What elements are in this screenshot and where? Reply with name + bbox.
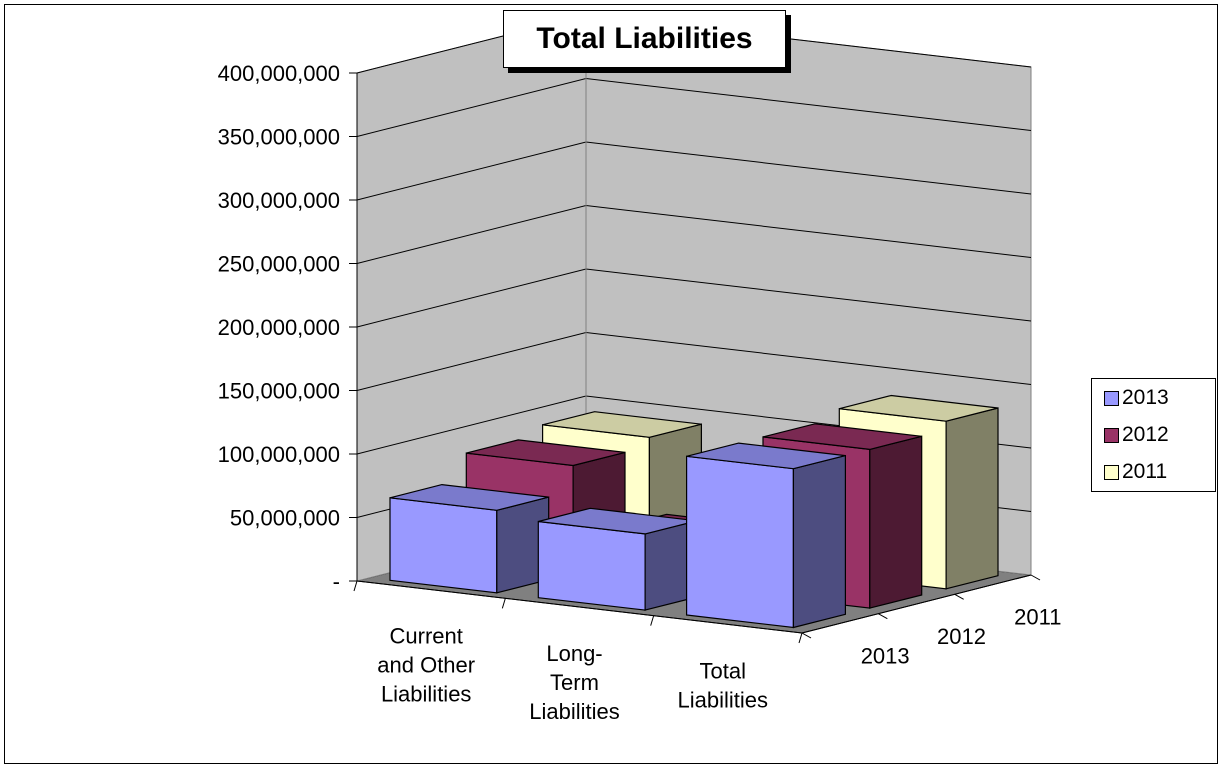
bar-side <box>945 407 999 590</box>
depth-label: 2011 <box>1014 605 1061 630</box>
bar-top <box>839 394 999 422</box>
depth-label: 2012 <box>937 624 986 649</box>
value-tick-label: 200,000,000 <box>218 315 340 340</box>
category-label-line: Liabilities <box>381 682 472 707</box>
category-label-line: Liabilities <box>678 687 769 712</box>
legend-label-2012: 2012 <box>1122 423 1169 446</box>
chart-title: Total Liabilities <box>536 22 753 55</box>
legend-swatch-2013 <box>1104 390 1119 406</box>
bar-2013-1 <box>537 507 698 611</box>
bar-2013-0 <box>389 483 550 594</box>
legend: 2013 2012 2011 <box>1091 378 1216 492</box>
category-label-line: and Other <box>377 653 475 678</box>
bar-front <box>389 497 498 594</box>
value-tick-label: 50,000,000 <box>230 506 340 531</box>
bar-top <box>466 439 626 467</box>
legend-swatch-2011 <box>1104 464 1119 480</box>
bar-top <box>389 483 549 511</box>
legend-item-2012: 2012 <box>1104 422 1169 448</box>
value-tick-label: 350,000,000 <box>218 125 340 150</box>
category-tick <box>353 580 358 592</box>
axis-labels: - 50,000,000 100,000,000 150,000,000 200,000… <box>218 61 1062 724</box>
depth-tick <box>878 613 888 620</box>
category-tick <box>650 615 655 626</box>
legend-item-2011: 2011 <box>1104 459 1167 485</box>
depth-tick <box>801 632 812 639</box>
category-label-line: Long- <box>546 641 602 666</box>
legend-label-2013: 2013 <box>1122 386 1169 409</box>
category-axis-line <box>356 580 803 634</box>
category-label-line: Current <box>390 624 463 649</box>
depth-axis-line <box>801 574 1032 634</box>
bar-2013-2 <box>685 442 847 629</box>
bar-side <box>792 454 847 629</box>
category-label-line: Term <box>550 670 599 695</box>
category-label-line: Total <box>700 658 746 683</box>
depth-tick <box>1030 574 1041 581</box>
value-tick-label: 150,000,000 <box>218 379 340 404</box>
bar-front <box>537 520 646 611</box>
chart-title-box: Total Liabilities <box>503 10 786 68</box>
value-tick-label: 100,000,000 <box>218 442 340 467</box>
depth-tick <box>954 593 964 600</box>
value-tick-label: - <box>333 569 340 594</box>
value-tick-label: 250,000,000 <box>218 252 340 277</box>
category-label: Current and Other Liabilities <box>377 624 475 707</box>
legend-swatch-2012 <box>1104 427 1119 443</box>
bar-top <box>762 423 922 451</box>
value-tick-label: 300,000,000 <box>218 188 340 213</box>
category-label-line: Liabilities <box>529 699 620 724</box>
bar-top <box>542 411 702 438</box>
category-tick <box>501 598 506 609</box>
category-tick <box>798 632 803 644</box>
category-label: Long- Term Liabilities <box>529 641 620 724</box>
bar-top <box>686 442 846 470</box>
bars <box>389 394 999 629</box>
value-tick-label: 400,000,000 <box>218 61 340 86</box>
legend-item-2013: 2013 <box>1104 385 1169 411</box>
bar-side <box>869 435 923 609</box>
axes <box>349 72 1041 644</box>
legend-label-2011: 2011 <box>1122 460 1168 483</box>
category-label: Total Liabilities <box>678 658 769 712</box>
bar-front <box>685 455 795 629</box>
depth-label: 2013 <box>861 643 910 668</box>
